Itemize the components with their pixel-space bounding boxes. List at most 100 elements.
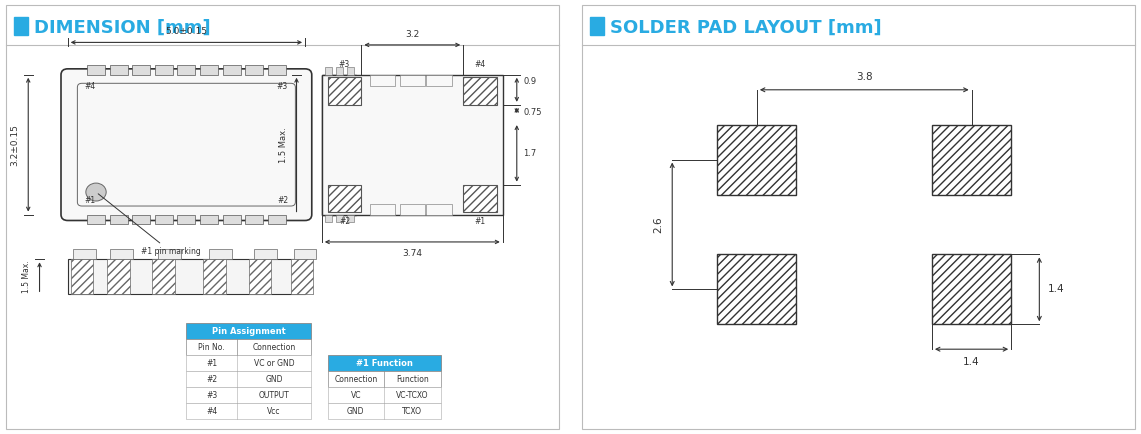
Bar <box>186 387 310 403</box>
Bar <box>463 184 497 212</box>
Bar <box>155 65 172 75</box>
Bar <box>427 204 452 214</box>
Text: OUTPUT: OUTPUT <box>259 391 290 400</box>
Bar <box>291 260 314 294</box>
Text: VC: VC <box>350 391 361 400</box>
Bar <box>322 75 503 214</box>
Bar <box>200 65 218 75</box>
Bar <box>327 355 440 371</box>
Bar <box>268 65 285 75</box>
Bar <box>590 17 605 35</box>
Text: #1: #1 <box>84 196 96 204</box>
Bar <box>347 67 354 75</box>
Bar <box>186 323 310 339</box>
Text: 1.5 Max.: 1.5 Max. <box>280 127 288 163</box>
Text: 0.75: 0.75 <box>524 108 542 117</box>
Text: 1.5 Max.: 1.5 Max. <box>22 260 31 293</box>
Text: Pin No.: Pin No. <box>199 343 225 352</box>
Bar <box>932 125 1011 194</box>
Bar <box>132 214 151 224</box>
Text: VC or GND: VC or GND <box>253 358 294 368</box>
Text: Vcc: Vcc <box>267 407 281 415</box>
Text: 1.7: 1.7 <box>524 149 536 158</box>
Text: #3: #3 <box>339 60 350 69</box>
Bar <box>67 260 305 294</box>
Bar <box>107 260 130 294</box>
Bar <box>370 75 395 86</box>
Bar <box>209 250 232 260</box>
Bar <box>932 254 1011 324</box>
Text: #3: #3 <box>207 391 218 400</box>
Bar <box>245 214 264 224</box>
Bar <box>427 75 452 86</box>
Text: #3: #3 <box>277 82 288 91</box>
Bar <box>186 355 310 371</box>
Text: #4: #4 <box>475 60 486 69</box>
Bar <box>111 250 132 260</box>
Bar <box>186 339 310 355</box>
Bar <box>718 125 796 194</box>
Bar <box>293 250 316 260</box>
Circle shape <box>86 183 106 201</box>
Bar <box>268 214 285 224</box>
Text: 5.0±0.15: 5.0±0.15 <box>165 27 208 36</box>
Bar <box>337 67 342 75</box>
Text: 3.2±0.15: 3.2±0.15 <box>10 124 19 166</box>
Text: #1: #1 <box>475 217 486 227</box>
Text: GND: GND <box>265 375 283 384</box>
Bar <box>203 260 226 294</box>
Bar <box>71 260 94 294</box>
Text: GND: GND <box>347 407 365 415</box>
Text: DIMENSION [mm]: DIMENSION [mm] <box>34 18 210 36</box>
Text: #1 Function: #1 Function <box>356 358 413 368</box>
Bar <box>337 214 342 222</box>
Bar <box>153 260 175 294</box>
Text: 1.4: 1.4 <box>963 357 980 367</box>
Text: TCXO: TCXO <box>403 407 422 415</box>
FancyBboxPatch shape <box>78 83 296 206</box>
Bar <box>254 250 277 260</box>
Bar <box>222 214 241 224</box>
Bar <box>325 214 332 222</box>
Bar <box>73 250 96 260</box>
FancyBboxPatch shape <box>60 69 311 220</box>
Bar <box>327 403 440 419</box>
Bar <box>327 77 362 105</box>
Bar <box>186 371 310 387</box>
Bar <box>463 77 497 105</box>
Bar <box>327 371 440 387</box>
Text: #4: #4 <box>84 82 96 91</box>
Text: #2: #2 <box>207 375 218 384</box>
Text: Pin Assignment: Pin Assignment <box>211 327 285 336</box>
Bar <box>177 214 195 224</box>
Bar <box>370 204 395 214</box>
Text: #4: #4 <box>207 407 218 415</box>
Bar <box>245 65 264 75</box>
Text: VC-TCXO: VC-TCXO <box>396 391 429 400</box>
Text: #1 pin marking: #1 pin marking <box>98 194 201 256</box>
Bar <box>132 65 151 75</box>
Bar <box>200 214 218 224</box>
Text: 3.2: 3.2 <box>405 30 420 39</box>
Text: Connection: Connection <box>252 343 296 352</box>
Text: Connection: Connection <box>334 375 378 384</box>
Bar <box>222 65 241 75</box>
Bar <box>327 184 362 212</box>
Bar <box>249 260 272 294</box>
Bar <box>87 65 105 75</box>
Bar <box>14 17 29 35</box>
Text: #2: #2 <box>339 217 350 227</box>
Bar <box>159 250 180 260</box>
Text: 2.6: 2.6 <box>654 216 664 233</box>
Text: #2: #2 <box>277 196 288 204</box>
Bar <box>325 67 332 75</box>
Bar <box>347 214 354 222</box>
Bar <box>322 75 356 214</box>
Bar <box>399 75 424 86</box>
Text: SOLDER PAD LAYOUT [mm]: SOLDER PAD LAYOUT [mm] <box>610 18 882 36</box>
Text: 3.74: 3.74 <box>403 250 422 258</box>
Bar <box>87 214 105 224</box>
Bar <box>155 214 172 224</box>
Bar <box>177 65 195 75</box>
Text: 3.8: 3.8 <box>856 72 873 82</box>
